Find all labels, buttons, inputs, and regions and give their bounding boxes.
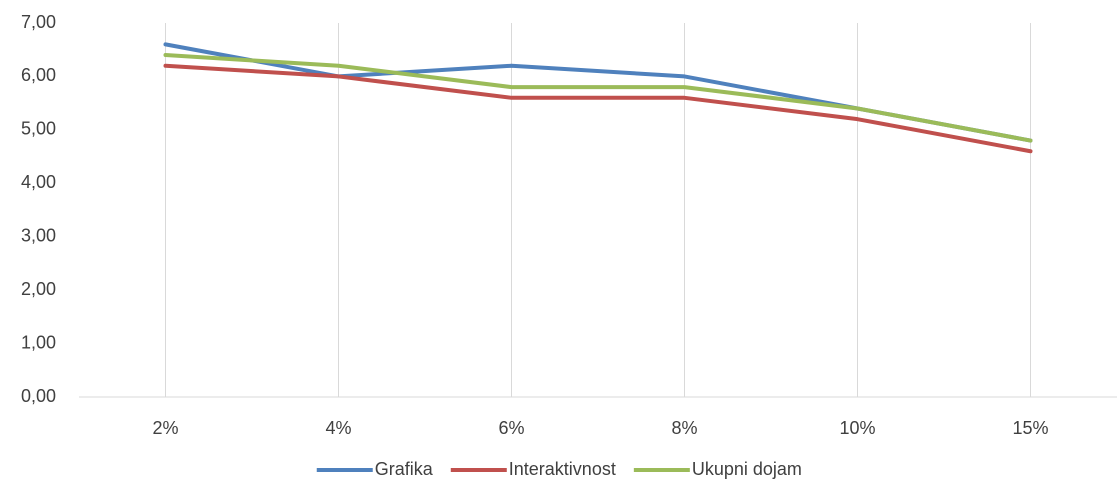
legend-label: Grafika [375,459,434,479]
x-tick-label: 6% [498,418,524,438]
x-tick-label: 8% [671,418,697,438]
y-tick-label: 1,00 [21,332,56,352]
y-tick-label: 2,00 [21,279,56,299]
y-tick-label: 0,00 [21,386,56,406]
y-tick-label: 7,00 [21,12,56,32]
y-tick-label: 5,00 [21,119,56,139]
legend-label: Ukupni dojam [692,459,802,479]
y-tick-label: 3,00 [21,225,56,245]
legend-label: Interaktivnost [509,459,616,479]
y-tick-label: 6,00 [21,65,56,85]
x-tick-label: 15% [1012,418,1048,438]
x-tick-label: 10% [839,418,875,438]
series-line [163,53,1033,143]
series-line [163,63,1033,154]
x-tick-label: 4% [325,418,351,438]
y-tick-label: 4,00 [21,172,56,192]
x-tick-label: 2% [152,418,178,438]
